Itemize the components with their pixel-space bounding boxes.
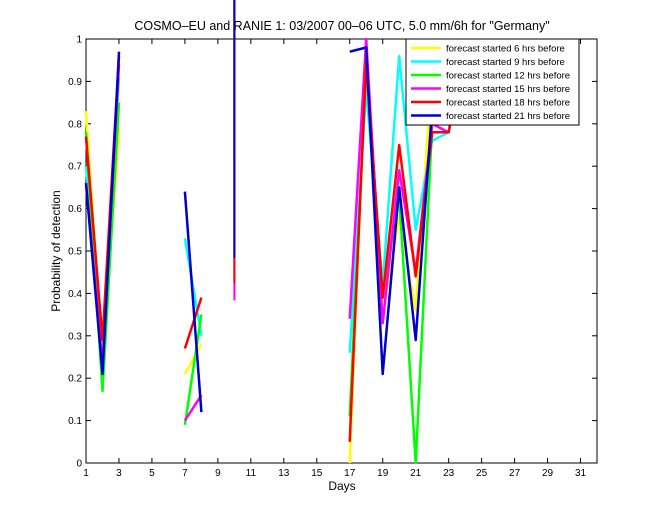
y-tick-label: 0.2 — [68, 374, 82, 385]
x-tick-label: 11 — [246, 468, 257, 479]
x-tick-label: 23 — [443, 468, 455, 479]
x-tick-label: 9 — [215, 468, 221, 479]
legend-box — [405, 38, 580, 126]
legend-label: forecast started 9 hrs before — [446, 57, 565, 68]
y-axis: 0 0.1 0.2 0.3 0.4 0.5 0.6 0.7 0.8 0.9 1 — [68, 35, 597, 470]
y-tick-label: 0.7 — [68, 162, 82, 173]
chart-title: COSMO–EU and RANIE 1: 03/2007 00–06 UTC,… — [134, 19, 549, 33]
x-tick-label: 27 — [509, 468, 521, 479]
legend-label: forecast started 21 hrs before — [446, 111, 570, 122]
x-tick-label: 7 — [182, 468, 188, 479]
legend-label: forecast started 6 hrs before — [446, 44, 565, 55]
x-tick-label: 13 — [278, 468, 290, 479]
y-tick-label: 0.8 — [68, 119, 82, 130]
series-line — [183, 394, 203, 422]
series-line — [183, 297, 203, 349]
y-tick-label: 0.4 — [68, 289, 82, 300]
y-tick-label: 0.9 — [68, 77, 82, 88]
x-tick-label: 19 — [377, 468, 389, 479]
x-tick-label: 5 — [149, 468, 155, 479]
x-tick-label: 15 — [311, 468, 323, 479]
series-line — [183, 314, 203, 425]
legend-label: forecast started 12 hrs before — [446, 71, 570, 82]
x-tick-label: 31 — [575, 468, 587, 479]
series-line — [183, 343, 203, 375]
series-line — [183, 191, 203, 413]
x-tick-label: 1 — [83, 468, 89, 479]
x-tick-label: 17 — [344, 468, 356, 479]
y-tick-label: 1 — [76, 35, 82, 46]
x-axis: 1 3 5 7 9 11 13 15 17 19 21 23 25 27 29 31 — [83, 39, 587, 479]
x-tick-label: 29 — [542, 468, 554, 479]
y-tick-label: 0 — [76, 459, 82, 470]
x-tick-label: 25 — [476, 468, 488, 479]
y-tick-label: 0.1 — [68, 416, 82, 427]
legend-label: forecast started 15 hrs before — [446, 84, 570, 95]
x-axis-label: Days — [328, 479, 355, 493]
y-tick-label: 0.6 — [68, 204, 82, 215]
y-axis-label: Probability of detection — [49, 190, 63, 311]
y-tick-label: 0.3 — [68, 331, 82, 342]
x-tick-label: 3 — [116, 468, 122, 479]
y-tick-label: 0.5 — [68, 247, 82, 258]
legend: forecast started 6 hrs before forecast st… — [405, 38, 580, 126]
series-line — [84, 51, 121, 376]
x-tick-label: 21 — [410, 468, 422, 479]
legend-label: forecast started 18 hrs before — [446, 98, 570, 109]
